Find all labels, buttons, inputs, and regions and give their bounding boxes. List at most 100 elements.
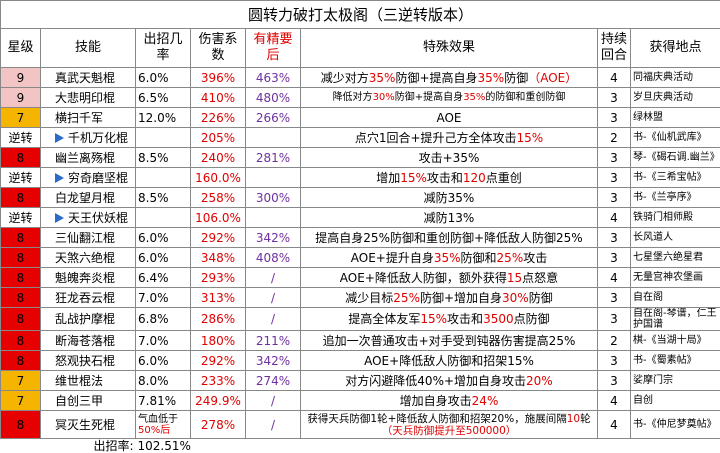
text-segment: 对方闪避降低40%+增加自身攻击: [345, 374, 526, 388]
text-segment: 35%: [463, 92, 485, 103]
text-segment: 35%: [434, 251, 461, 265]
rate-cell: 6.0%: [136, 248, 191, 268]
text-segment: 24%: [472, 394, 499, 408]
text-segment: 15: [507, 271, 522, 285]
text-segment: 减少目标: [345, 291, 393, 305]
star-cell: 逆转: [1, 128, 41, 148]
rate-cell: 6.4%: [136, 268, 191, 288]
text-segment: 20%: [526, 374, 553, 388]
text-segment: 3500: [483, 312, 514, 326]
text-segment: 防御: [504, 71, 528, 85]
text-segment: 千机万化棍: [68, 131, 128, 145]
refined-cell: [246, 128, 301, 148]
location-cell: 绿林盟: [631, 108, 720, 128]
text-segment: 提高自身25%防御和重创防御+降低敌人防御25%: [315, 231, 582, 245]
text-segment: 点怒意: [522, 271, 558, 285]
text-segment: 防御: [529, 291, 553, 305]
location-cell: 书-《三希宝帖》: [631, 168, 720, 188]
text-segment: （天兵防御提升至500000）: [382, 425, 517, 437]
text-segment: 30%: [373, 92, 395, 103]
text-segment: 25%: [393, 291, 420, 305]
star-cell: 8: [1, 351, 41, 371]
skill-cell: 自创三甲: [41, 391, 136, 411]
star-cell: 9: [1, 68, 41, 88]
effect-cell: 提高自身25%防御和重创防御+降低敌人防御25%: [301, 228, 598, 248]
refined-cell: 281%: [246, 148, 301, 168]
location-cell: 自在阁-琴谱，仁王护国谱: [631, 308, 720, 331]
effect-cell: 减少对方35%防御+提高自身35%防御（AOE）: [301, 68, 598, 88]
location-cell: 无量宫神农堡画: [631, 268, 720, 288]
text-segment: 穷奇磨坚棍: [68, 171, 128, 185]
refined-cell: [246, 168, 301, 188]
text-segment: 防御+提高自身: [395, 71, 477, 85]
effect-cell: 增加15%攻击和120点重创: [301, 168, 598, 188]
text-segment: 防御和: [461, 251, 497, 265]
turns-cell: 2: [598, 128, 631, 148]
skill-cell: 冥灭生死棍: [41, 411, 136, 439]
effect-cell: 追加一次普通攻击+对手受到钝器伤害提高25%: [301, 331, 598, 351]
damage-cell: 258%: [191, 188, 246, 208]
refined-cell: 480%: [246, 88, 301, 108]
text-segment: 攻击和: [427, 171, 463, 185]
location-cell: 自在阁: [631, 288, 720, 308]
location-cell: 书-《仲尼梦奠帖》: [631, 411, 720, 439]
rate-cell: 6.8%: [136, 308, 191, 331]
location-cell: 书-《仙机武库》: [631, 128, 720, 148]
rate-cell: [136, 208, 191, 228]
damage-cell: 226%: [191, 108, 246, 128]
turns-cell: 3: [598, 371, 631, 391]
text-segment: 提高全体友军: [348, 312, 420, 326]
location-cell: 七星堡六绝星君: [631, 248, 720, 268]
skill-cell: 千机万化棍: [41, 128, 136, 148]
refined-cell: 266%: [246, 108, 301, 128]
text-segment: 攻击和: [447, 312, 483, 326]
text-segment: 30%: [502, 291, 529, 305]
effect-cell: 增加自身攻击24%: [301, 391, 598, 411]
text-segment: AOE+降低敌人防御和招架15%: [364, 354, 534, 368]
text-segment: 气血低于: [138, 414, 178, 425]
skill-cell: 真武天魁棍: [41, 68, 136, 88]
rate-cell: 6.0%: [136, 228, 191, 248]
damage-cell: 313%: [191, 288, 246, 308]
rate-cell: 8.5%: [136, 148, 191, 168]
text-segment: 120: [463, 171, 486, 185]
star-cell: 逆转: [1, 208, 41, 228]
refined-cell: 211%: [246, 331, 301, 351]
damage-cell: 160.0%: [191, 168, 246, 188]
text-segment: 增加自身攻击: [400, 394, 472, 408]
location-cell: 岁旦庆典活动: [631, 88, 720, 108]
location-cell: 长风道人: [631, 228, 720, 248]
damage-cell: 292%: [191, 228, 246, 248]
title-row: 圆转力破打太极阁（三逆转版本）: [1, 1, 720, 29]
rate-cell: 6.0%: [136, 351, 191, 371]
text-segment: 降低对方: [333, 92, 373, 103]
text-segment: 增加: [376, 171, 400, 185]
rate-cell: 7.0%: [136, 288, 191, 308]
turns-cell: 3: [598, 228, 631, 248]
location-cell: 自创: [631, 391, 720, 411]
text-segment: 10: [567, 413, 580, 425]
header-cell: 持续回合: [598, 29, 631, 68]
text-segment: AOE: [436, 111, 461, 125]
rate-cell: 气血低于50%后: [136, 411, 191, 439]
turns-cell: 3: [598, 248, 631, 268]
text-segment: 15%: [420, 312, 447, 326]
header-cell: 出招几率: [136, 29, 191, 68]
text-segment: 攻击: [523, 251, 547, 265]
location-cell: 琴-《碣石调.幽兰》: [631, 148, 720, 168]
header-cell: 特殊效果: [301, 29, 598, 68]
text-segment: 25%: [497, 251, 524, 265]
location-cell: 棋-《当湖十局》: [631, 331, 720, 351]
star-cell: 9: [1, 88, 41, 108]
refined-cell: /: [246, 268, 301, 288]
